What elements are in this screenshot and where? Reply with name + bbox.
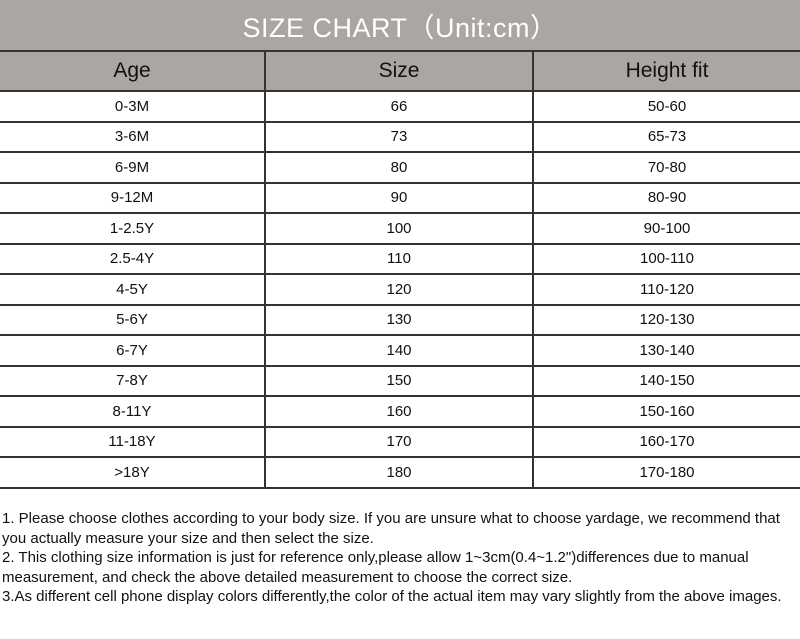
height-fit-cell: 120-130	[532, 303, 800, 335]
table-row: 5-6Y 130 120-130	[0, 303, 800, 335]
age-cell: 8-11Y	[0, 395, 265, 427]
table-header-row: Age Size Height fit	[0, 50, 800, 91]
column-header-age: Age	[0, 50, 265, 91]
table-row: 2.5-4Y 110 100-110	[0, 242, 800, 274]
note-2: 2. This clothing size information is jus…	[2, 549, 749, 586]
size-cell: 130	[264, 303, 533, 335]
size-cell: 100	[264, 212, 533, 244]
age-cell: >18Y	[0, 456, 265, 489]
size-cell: 90	[264, 181, 533, 213]
table-row: 4-5Y 120 110-120	[0, 273, 800, 305]
size-cell: 150	[264, 364, 533, 396]
column-header-height-fit: Height fit	[532, 50, 800, 91]
height-fit-cell: 110-120	[532, 273, 800, 305]
table-row: 0-3M 66 50-60	[0, 90, 800, 122]
notes: 1. Please choose clothes according to yo…	[2, 509, 798, 607]
age-cell: 6-9M	[0, 151, 265, 183]
size-table: Age Size Height fit 0-3M 66 50-60 3-6M 73 65-…	[0, 50, 800, 489]
note-3: 3.As different cell phone display colors…	[2, 588, 782, 605]
table-row: 6-7Y 140 130-140	[0, 334, 800, 366]
size-cell: 66	[264, 90, 533, 122]
height-fit-cell: 150-160	[532, 395, 800, 427]
height-fit-cell: 160-170	[532, 425, 800, 457]
table-row: 3-6M 73 65-73	[0, 120, 800, 152]
age-cell: 3-6M	[0, 120, 265, 152]
height-fit-cell: 90-100	[532, 212, 800, 244]
age-cell: 1-2.5Y	[0, 212, 265, 244]
size-cell: 110	[264, 242, 533, 274]
age-cell: 0-3M	[0, 90, 265, 122]
height-fit-cell: 70-80	[532, 151, 800, 183]
table-row: 1-2.5Y 100 90-100	[0, 212, 800, 244]
height-fit-cell: 140-150	[532, 364, 800, 396]
age-cell: 4-5Y	[0, 273, 265, 305]
height-fit-cell: 170-180	[532, 456, 800, 489]
column-header-size: Size	[264, 50, 533, 91]
height-fit-cell: 80-90	[532, 181, 800, 213]
age-cell: 6-7Y	[0, 334, 265, 366]
age-cell: 7-8Y	[0, 364, 265, 396]
height-fit-cell: 100-110	[532, 242, 800, 274]
height-fit-cell: 65-73	[532, 120, 800, 152]
size-cell: 140	[264, 334, 533, 366]
age-cell: 2.5-4Y	[0, 242, 265, 274]
size-cell: 73	[264, 120, 533, 152]
age-cell: 9-12M	[0, 181, 265, 213]
table-row: 7-8Y 150 140-150	[0, 364, 800, 396]
size-cell: 180	[264, 456, 533, 489]
age-cell: 5-6Y	[0, 303, 265, 335]
age-cell: 11-18Y	[0, 425, 265, 457]
table-row: >18Y 180 170-180	[0, 456, 800, 489]
height-fit-cell: 130-140	[532, 334, 800, 366]
height-fit-cell: 50-60	[532, 90, 800, 122]
size-cell: 170	[264, 425, 533, 457]
table-row: 11-18Y 170 160-170	[0, 425, 800, 457]
table-row: 9-12M 90 80-90	[0, 181, 800, 213]
note-1: 1. Please choose clothes according to yo…	[2, 510, 780, 547]
size-cell: 160	[264, 395, 533, 427]
table-row: 8-11Y 160 150-160	[0, 395, 800, 427]
table-row: 6-9M 80 70-80	[0, 151, 800, 183]
size-cell: 120	[264, 273, 533, 305]
size-cell: 80	[264, 151, 533, 183]
size-chart-title: SIZE CHART（Unit:cm）	[0, 0, 800, 50]
